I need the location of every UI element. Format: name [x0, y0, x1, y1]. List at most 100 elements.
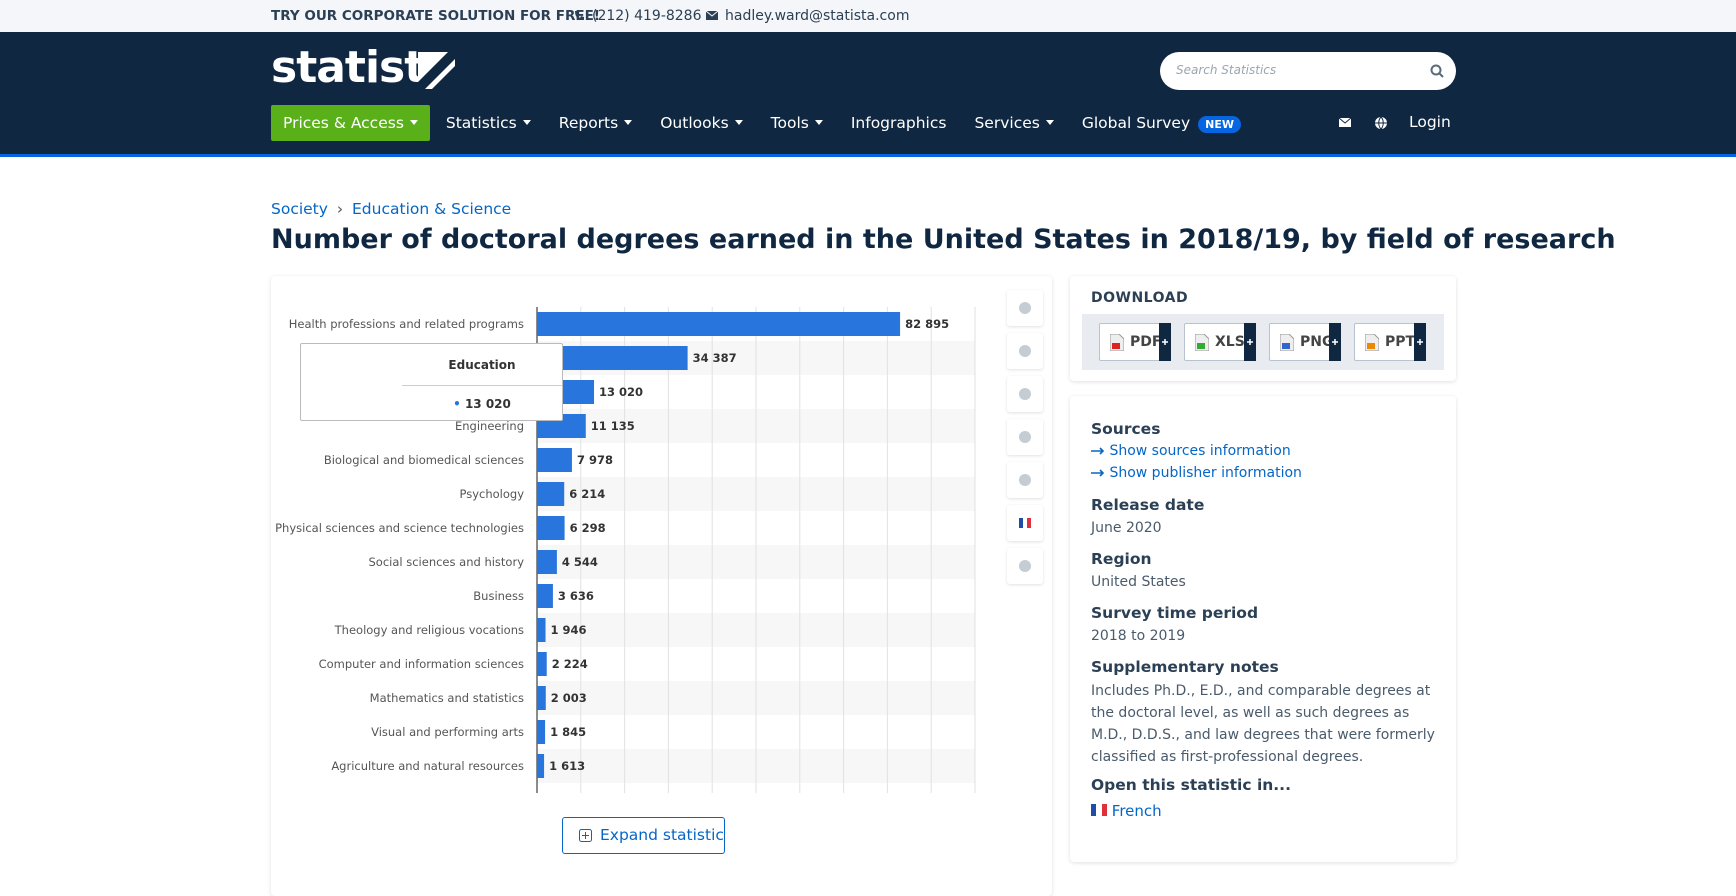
source-link[interactable]: Show sources information [1091, 440, 1435, 462]
tool-button[interactable] [1007, 462, 1043, 498]
value-label: 6 214 [569, 487, 605, 501]
breadcrumb-link[interactable]: Education & Science [352, 200, 512, 218]
chart: Health professions and related programs 8… [275, 307, 976, 793]
icon-shape [1019, 302, 1031, 314]
open-link[interactable]: French [1091, 802, 1435, 820]
caret [1045, 120, 1054, 129]
source-link[interactable]: Show publisher information [1091, 462, 1435, 484]
nav-label[interactable]: Prices & Access [283, 114, 404, 132]
nav-item[interactable]: Services [962, 105, 1065, 141]
tool-button[interactable] [1007, 548, 1043, 584]
file-icon [1110, 334, 1124, 351]
page: TRY OUR CORPORATE SOLUTION FOR FREE! (21… [0, 0, 1736, 854]
arrow-icon [1091, 469, 1105, 477]
nav-label[interactable]: Outlooks [660, 114, 729, 132]
icon-shape [1019, 388, 1031, 400]
value-label: 34 387 [693, 351, 737, 365]
tool-button[interactable] [1007, 290, 1043, 326]
breadcrumb: Society › Education & Science [271, 200, 511, 218]
category-label: Biological and biomedical sciences [324, 453, 524, 467]
category-label: Agriculture and natural resources [331, 759, 524, 773]
open-link-text[interactable]: French [1111, 802, 1162, 820]
globe-icon[interactable] [1374, 116, 1388, 130]
plus-icon [1159, 323, 1171, 361]
download-button[interactable]: PPT [1354, 323, 1426, 361]
field-value: June 2020 [1091, 520, 1162, 536]
phone[interactable]: (212) 419-8286 [592, 8, 702, 24]
bar [537, 312, 901, 336]
format-label: PNG [1300, 334, 1334, 350]
file-icon [1280, 334, 1294, 351]
tool-button[interactable] [1007, 505, 1043, 541]
nav-label[interactable]: Statistics [445, 114, 517, 132]
expand-button[interactable]: Expand statistic [562, 817, 725, 854]
search-placeholder: Search Statistics [1176, 63, 1277, 77]
search-icon[interactable] [1430, 64, 1444, 78]
flag-icon [1091, 804, 1107, 816]
search-box[interactable]: Search Statistics [1160, 52, 1456, 90]
category-label: Mathematics and statistics [370, 691, 524, 705]
value-label: 4 544 [562, 555, 598, 569]
nav-button[interactable]: Prices & Access [271, 105, 430, 141]
value-label: 82 895 [905, 317, 949, 331]
source-link-text[interactable]: Show sources information [1109, 443, 1291, 459]
bar [537, 652, 547, 676]
plus-shape [1162, 339, 1168, 345]
tool-button[interactable] [1007, 333, 1043, 369]
caret [409, 120, 418, 129]
breadcrumb-link[interactable]: Society [271, 200, 328, 218]
icon-shape [1019, 431, 1031, 443]
detail-fields: Release date June 2020 Region United States… [1091, 496, 1435, 768]
bar [537, 448, 572, 472]
bar [537, 482, 565, 506]
open-heading: Open this statistic in... [1091, 776, 1291, 794]
nav-item[interactable]: Statistics [434, 105, 543, 141]
nav-label[interactable]: Infographics [850, 114, 947, 132]
value-label: 1 946 [551, 623, 587, 637]
nav-item[interactable]: Reports [547, 105, 644, 141]
expand-label: Expand statistic [600, 826, 724, 844]
plus-icon [1244, 323, 1256, 361]
download-button[interactable]: XLS [1184, 323, 1256, 361]
nav-item[interactable]: Infographics [839, 105, 959, 141]
nav-label[interactable]: Services [974, 114, 1040, 132]
nav-label[interactable]: Tools [770, 114, 809, 132]
category-label: Computer and information sciences [319, 657, 524, 671]
tool-button[interactable] [1007, 419, 1043, 455]
mail-icon [706, 11, 718, 20]
value-label: 2 224 [552, 657, 588, 671]
plus [1332, 339, 1338, 345]
source-links: Show sources information Show publisher … [1091, 440, 1435, 484]
format-label: PPT [1385, 334, 1416, 350]
nav-item[interactable]: Tools [759, 105, 835, 141]
file-mark [1367, 343, 1375, 349]
category-label: Visual and performing arts [371, 725, 524, 739]
value-label: 7 978 [577, 453, 613, 467]
download-button[interactable]: PNG [1269, 323, 1341, 361]
logo-mark [418, 52, 455, 89]
caret [522, 120, 531, 129]
nav-item[interactable]: Outlooks [648, 105, 754, 141]
flag-red [1027, 518, 1031, 528]
format-label: XLS [1215, 334, 1245, 350]
download-button[interactable]: PDF [1099, 323, 1171, 361]
file-mark [1197, 343, 1205, 349]
value-label: 11 135 [591, 419, 635, 433]
plus-icon [1414, 323, 1426, 361]
tool-button[interactable] [1007, 376, 1043, 412]
download-card: DOWNLOAD PDF XLS PNG PPT [1070, 276, 1456, 381]
icon-shape [1019, 560, 1031, 572]
plus [1417, 339, 1423, 345]
email[interactable]: hadley.ward@statista.com [725, 8, 910, 24]
nav-label[interactable]: Global Survey [1081, 114, 1191, 132]
phone-icon [575, 11, 584, 20]
mail-icon[interactable] [1339, 118, 1351, 128]
value-label: 3 636 [558, 589, 594, 603]
promo[interactable]: TRY OUR CORPORATE SOLUTION FOR FREE! [271, 8, 600, 24]
value-label: 13 020 [599, 385, 643, 399]
nav-label[interactable]: Reports [558, 114, 619, 132]
tooltip: Education • 13 020 [300, 343, 563, 421]
nav-item[interactable]: Global Survey NEW [1070, 105, 1253, 141]
source-link-text[interactable]: Show publisher information [1109, 465, 1302, 481]
login[interactable]: Login [1409, 113, 1451, 131]
